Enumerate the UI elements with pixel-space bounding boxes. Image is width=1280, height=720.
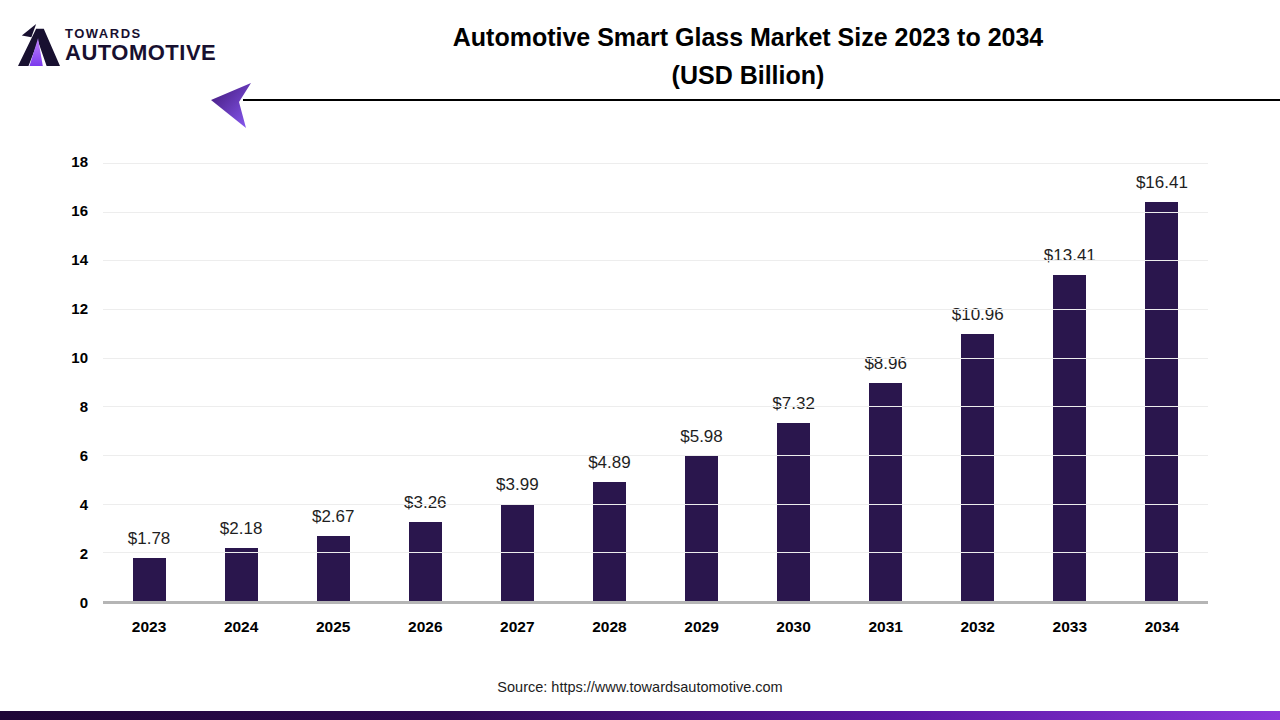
- x-axis-tick-label: 2034: [1116, 618, 1208, 636]
- bar: [777, 423, 810, 601]
- arrow-left-icon: [211, 81, 253, 128]
- header-divider-line: [243, 99, 1280, 101]
- bar-group: $3.99: [471, 163, 563, 601]
- x-axis-tick-label: 2025: [287, 618, 379, 636]
- bar-group: $16.41: [1116, 163, 1208, 601]
- x-axis-tick-label: 2027: [471, 618, 563, 636]
- gridline: [103, 163, 1208, 164]
- brand-logo-mark-icon: [18, 22, 60, 68]
- x-axis-tick-label: 2032: [932, 618, 1024, 636]
- page: TOWARDS AUTOMOTIVE Automotive Smart Glas…: [0, 0, 1280, 720]
- bar: [869, 383, 902, 601]
- brand-name-top: TOWARDS: [65, 26, 216, 41]
- bar: [593, 482, 626, 601]
- bar: [961, 334, 994, 601]
- brand-logo-text: TOWARDS AUTOMOTIVE: [65, 26, 216, 65]
- x-axis-tick-label: 2033: [1024, 618, 1116, 636]
- y-axis-tick-label: 12: [71, 300, 88, 318]
- y-axis-tick-label: 14: [71, 251, 88, 269]
- bar: [317, 536, 350, 601]
- gridline: [103, 455, 1208, 456]
- y-axis-tick-label: 8: [80, 398, 88, 416]
- bar: [685, 456, 718, 602]
- y-axis-tick-label: 18: [71, 153, 88, 171]
- plot-area: $1.78$2.18$2.67$3.26$3.99$4.89$5.98$7.32…: [103, 163, 1208, 604]
- x-axis-tick-label: 2024: [195, 618, 287, 636]
- x-axis-tick-label: 2030: [748, 618, 840, 636]
- x-axis: 2023202420252026202720282029203020312032…: [103, 618, 1208, 636]
- bar-group: $4.89: [563, 163, 655, 601]
- bar-group: $7.32: [748, 163, 840, 601]
- bar-group: $10.96: [932, 163, 1024, 601]
- gridline: [103, 504, 1208, 505]
- y-axis-tick-label: 0: [80, 594, 88, 612]
- gridline: [103, 552, 1208, 553]
- chart-title-line1: Automotive Smart Glass Market Size 2023 …: [216, 18, 1280, 56]
- bar-group: $3.26: [379, 163, 471, 601]
- bar: [225, 548, 258, 601]
- gridline: [103, 212, 1208, 213]
- bar-group: $2.67: [287, 163, 379, 601]
- bar-group: $8.96: [840, 163, 932, 601]
- bar: [1145, 202, 1178, 601]
- x-axis-tick-label: 2026: [379, 618, 471, 636]
- bar-series: $1.78$2.18$2.67$3.26$3.99$4.89$5.98$7.32…: [103, 163, 1208, 601]
- bar-group: $5.98: [655, 163, 747, 601]
- bottom-accent-bar: [0, 711, 1280, 720]
- x-axis-tick-label: 2029: [655, 618, 747, 636]
- bar-group: $13.41: [1024, 163, 1116, 601]
- y-axis-tick-label: 4: [80, 496, 88, 514]
- x-axis-tick-label: 2031: [840, 618, 932, 636]
- source-text: Source: https://www.towardsautomotive.co…: [0, 679, 1280, 695]
- gridline: [103, 406, 1208, 407]
- x-axis-tick-label: 2023: [103, 618, 195, 636]
- brand-name-bottom: AUTOMOTIVE: [65, 41, 216, 65]
- chart-title-line2: (USD Billion): [216, 56, 1280, 94]
- chart-title: Automotive Smart Glass Market Size 2023 …: [216, 18, 1280, 94]
- gridline: [103, 309, 1208, 310]
- bar-value-label: $16.41: [1096, 173, 1228, 193]
- y-axis-tick-label: 10: [71, 349, 88, 367]
- gridline: [103, 260, 1208, 261]
- y-axis-tick-label: 16: [71, 202, 88, 220]
- bar: [133, 558, 166, 601]
- brand-logo: TOWARDS AUTOMOTIVE: [18, 22, 216, 68]
- bar: [409, 522, 442, 601]
- bar-group: $2.18: [195, 163, 287, 601]
- y-axis: 024681012141618: [0, 163, 88, 604]
- gridline: [103, 358, 1208, 359]
- y-axis-tick-label: 6: [80, 447, 88, 465]
- x-axis-tick-label: 2028: [563, 618, 655, 636]
